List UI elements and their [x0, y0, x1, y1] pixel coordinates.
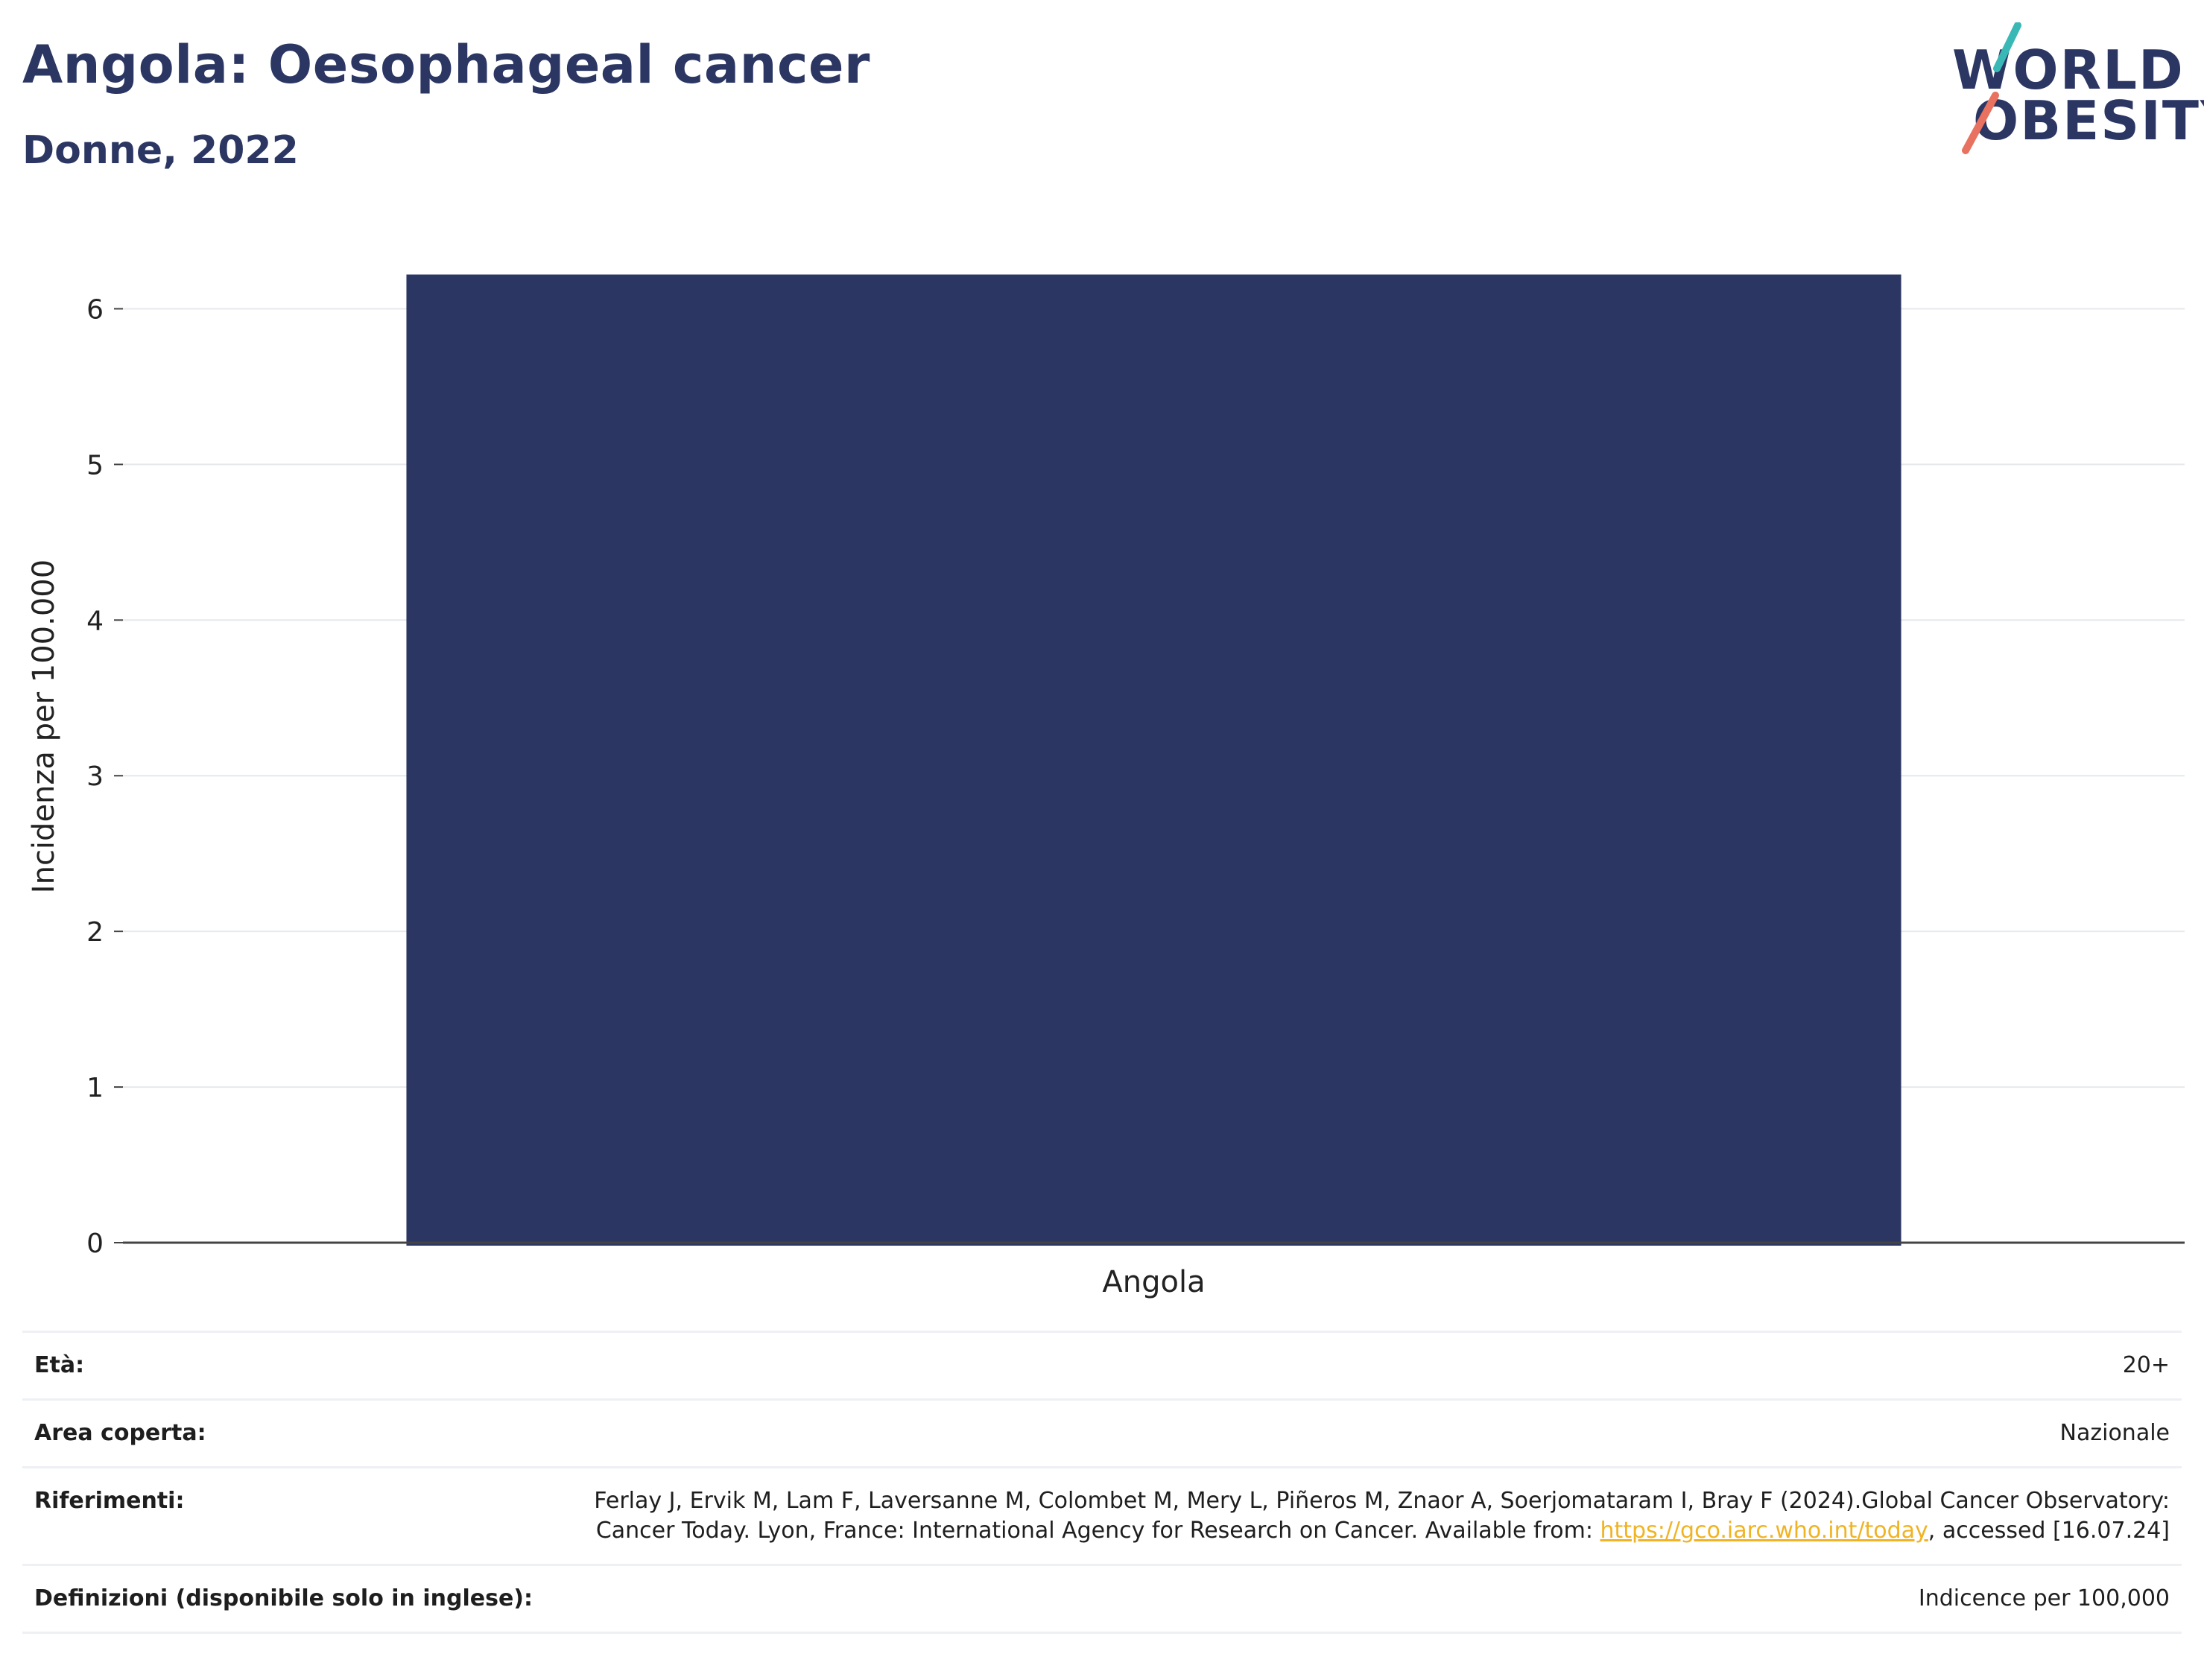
info-row-references: Riferimenti: Ferlay J, Ervik M, Lam F, L… [22, 1467, 2182, 1565]
y-tick-label: 1 [86, 1073, 104, 1103]
bar-angola[interactable] [406, 274, 1901, 1246]
y-tick-label: 2 [86, 917, 104, 948]
reference-text: Ferlay J, Ervik M, Lam F, Laversanne M, … [594, 1488, 2170, 1544]
info-value-definitions: Indicence per 100,000 [1918, 1585, 2170, 1611]
info-value-age: 20+ [2122, 1352, 2170, 1378]
reference-accessed: , accessed [16.07.24] [1928, 1518, 2170, 1544]
info-row-definitions: Definizioni (disponibile solo in inglese… [22, 1565, 2182, 1633]
info-label-references: Riferimenti: [34, 1488, 185, 1514]
logo-slash-icon [1962, 22, 2021, 154]
y-axis-ticks: 0 1 2 3 4 5 6 [86, 294, 123, 1259]
info-label-age: Età: [34, 1352, 85, 1378]
info-label-definitions: Definizioni (disponibile solo in inglese… [34, 1585, 533, 1611]
x-axis-ticks: Angola [1102, 1265, 1205, 1299]
info-table: Età: 20+ Area coperta: Nazionale Riferim… [22, 1331, 2182, 1634]
reference-link[interactable]: https://gco.iarc.who.int/today [1600, 1518, 1928, 1544]
y-tick-label: 6 [86, 294, 104, 325]
info-row-area: Area coperta: Nazionale [22, 1399, 2182, 1468]
y-tick-label: 0 [86, 1229, 104, 1259]
chart-subtitle: Donne, 2022 [22, 128, 299, 173]
y-tick-label: 4 [86, 606, 104, 636]
info-value-area: Nazionale [2059, 1420, 2170, 1446]
info-row-age: Età: 20+ [22, 1331, 2182, 1400]
x-tick-label: Angola [1102, 1265, 1205, 1299]
info-value-references: Ferlay J, Ervik M, Lam F, Laversanne M, … [545, 1468, 2182, 1565]
bars [406, 274, 1901, 1246]
y-tick-label: 5 [86, 450, 104, 481]
y-axis-label: Incidenza per 100.000 [27, 560, 61, 893]
info-label-area: Area coperta: [34, 1420, 206, 1446]
logo-text-obesity: OBESITY [1973, 89, 2204, 152]
y-tick-label: 3 [86, 761, 104, 792]
world-obesity-logo: WORLD OBESITY [1937, 22, 2204, 156]
bar-chart: 0 1 2 3 4 5 6 Angola Incidenza per 100.000 [27, 274, 2185, 1299]
chart-title: Angola: Oesophageal cancer [22, 34, 870, 95]
logo-text-world: WORLD [1952, 39, 2185, 101]
